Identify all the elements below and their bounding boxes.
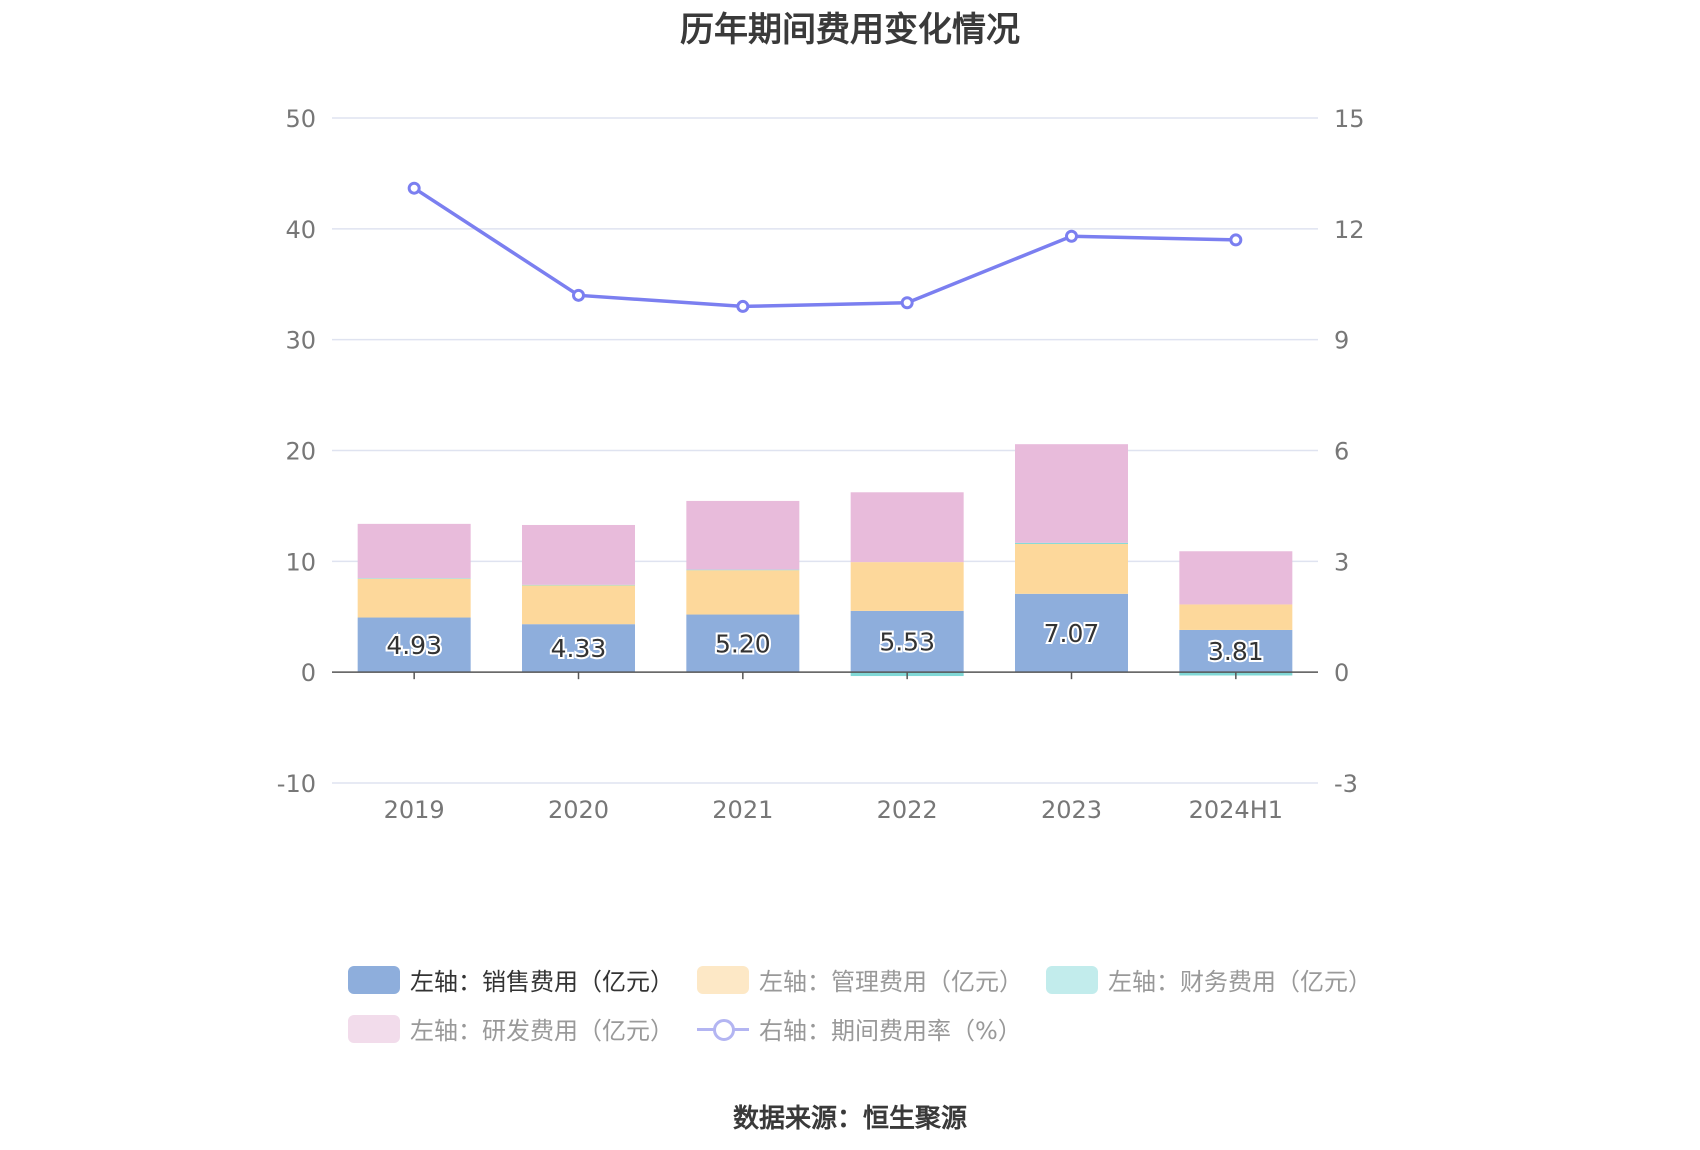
legend-label: 右轴：期间费用率（%） xyxy=(759,1017,1022,1045)
x-tick-label: 2022 xyxy=(877,796,938,824)
bar xyxy=(1015,593,1128,673)
bar xyxy=(686,570,800,615)
bar xyxy=(1015,542,1128,544)
bar xyxy=(357,617,471,673)
legend-item[interactable]: 右轴：期间费用率（%） xyxy=(697,1011,1022,1046)
bar xyxy=(1015,543,1128,594)
left-axis-ticks: -10 0 10 20 30 40 50 xyxy=(277,105,316,798)
legend-label: 左轴：研发费用（亿元） xyxy=(410,1017,674,1045)
chart-title: 历年期间费用变化情况 xyxy=(680,10,1020,50)
rate-point xyxy=(407,181,421,195)
bar-series xyxy=(357,444,1293,677)
data-label: 3.81 xyxy=(1208,637,1264,666)
bar xyxy=(1179,604,1293,630)
right-axis-ticks: -3 0 3 6 9 12 15 xyxy=(1334,105,1365,798)
left-tick-label: 40 xyxy=(285,216,316,244)
data-label: 4.33 xyxy=(551,634,607,663)
bar xyxy=(522,624,635,673)
data-label: 7.07 xyxy=(1044,619,1100,648)
bar xyxy=(686,500,800,570)
left-tick-label: -10 xyxy=(277,770,316,798)
bar xyxy=(357,523,471,579)
rate-point xyxy=(1065,229,1078,243)
right-tick-label: 9 xyxy=(1334,327,1349,355)
rate-point xyxy=(736,299,750,313)
rate-point xyxy=(900,296,914,310)
legend-swatch xyxy=(348,1014,400,1043)
left-tick-label: 30 xyxy=(285,327,316,355)
bar xyxy=(357,578,471,618)
legend-item[interactable]: 左轴：财务费用（亿元） xyxy=(1046,962,1372,997)
data-label: 4.93 xyxy=(386,631,442,660)
left-tick-label: 0 xyxy=(301,659,316,687)
rate-line xyxy=(413,186,1236,309)
x-axis xyxy=(332,671,1318,680)
left-tick-label: 10 xyxy=(285,548,316,576)
x-tick-label: 2024H1 xyxy=(1189,796,1283,824)
bar xyxy=(686,614,800,673)
bar xyxy=(522,584,635,586)
bar xyxy=(850,492,964,563)
right-tick-label: 3 xyxy=(1334,548,1349,576)
bar xyxy=(357,578,471,579)
legend-swatch xyxy=(1046,965,1098,994)
right-tick-label: 12 xyxy=(1334,216,1365,244)
right-tick-label: -3 xyxy=(1334,770,1358,798)
bar-data-labels: 4.93 4.33 5.20 5.53 7.07 3.81 xyxy=(384,617,1265,668)
left-tick-label: 50 xyxy=(285,105,316,133)
rate-point xyxy=(1229,233,1243,247)
x-tick-label: 2021 xyxy=(712,796,773,824)
legend-swatch xyxy=(348,965,400,994)
right-tick-label: 6 xyxy=(1334,438,1349,466)
legend-item[interactable]: 左轴：销售费用（亿元） xyxy=(348,962,674,997)
right-tick-label: 15 xyxy=(1334,105,1365,133)
bar xyxy=(850,610,964,673)
data-label: 5.20 xyxy=(715,629,771,658)
x-tick-label: 2020 xyxy=(548,796,609,824)
legend-label: 左轴：销售费用（亿元） xyxy=(410,968,674,996)
bar xyxy=(686,569,800,571)
right-tick-label: 0 xyxy=(1334,659,1349,687)
bar xyxy=(1179,629,1293,673)
left-tick-label: 20 xyxy=(285,438,316,466)
rate-point xyxy=(572,288,585,302)
data-source: 数据来源：恒生聚源 xyxy=(732,1104,967,1134)
gridlines xyxy=(332,117,1318,784)
legend-item[interactable]: 左轴：研发费用（亿元） xyxy=(348,1011,674,1046)
x-axis-ticks: 2019 2020 2021 2022 2023 2024H1 xyxy=(384,796,1283,824)
x-tick-label: 2023 xyxy=(1041,796,1102,824)
legend-label: 左轴：管理费用（亿元） xyxy=(759,968,1023,996)
bar xyxy=(522,585,635,625)
x-tick-label: 2019 xyxy=(384,796,445,824)
legend-label: 左轴：财务费用（亿元） xyxy=(1108,968,1372,996)
legend-item[interactable]: 左轴：管理费用（亿元） xyxy=(697,962,1023,997)
bar xyxy=(1179,551,1293,605)
line-series xyxy=(407,181,1243,313)
legend-swatch xyxy=(697,1015,749,1043)
legend-swatch xyxy=(697,965,749,994)
bar xyxy=(522,524,635,585)
data-label: 5.53 xyxy=(879,628,935,657)
bar xyxy=(850,562,964,611)
bar xyxy=(1015,444,1128,543)
